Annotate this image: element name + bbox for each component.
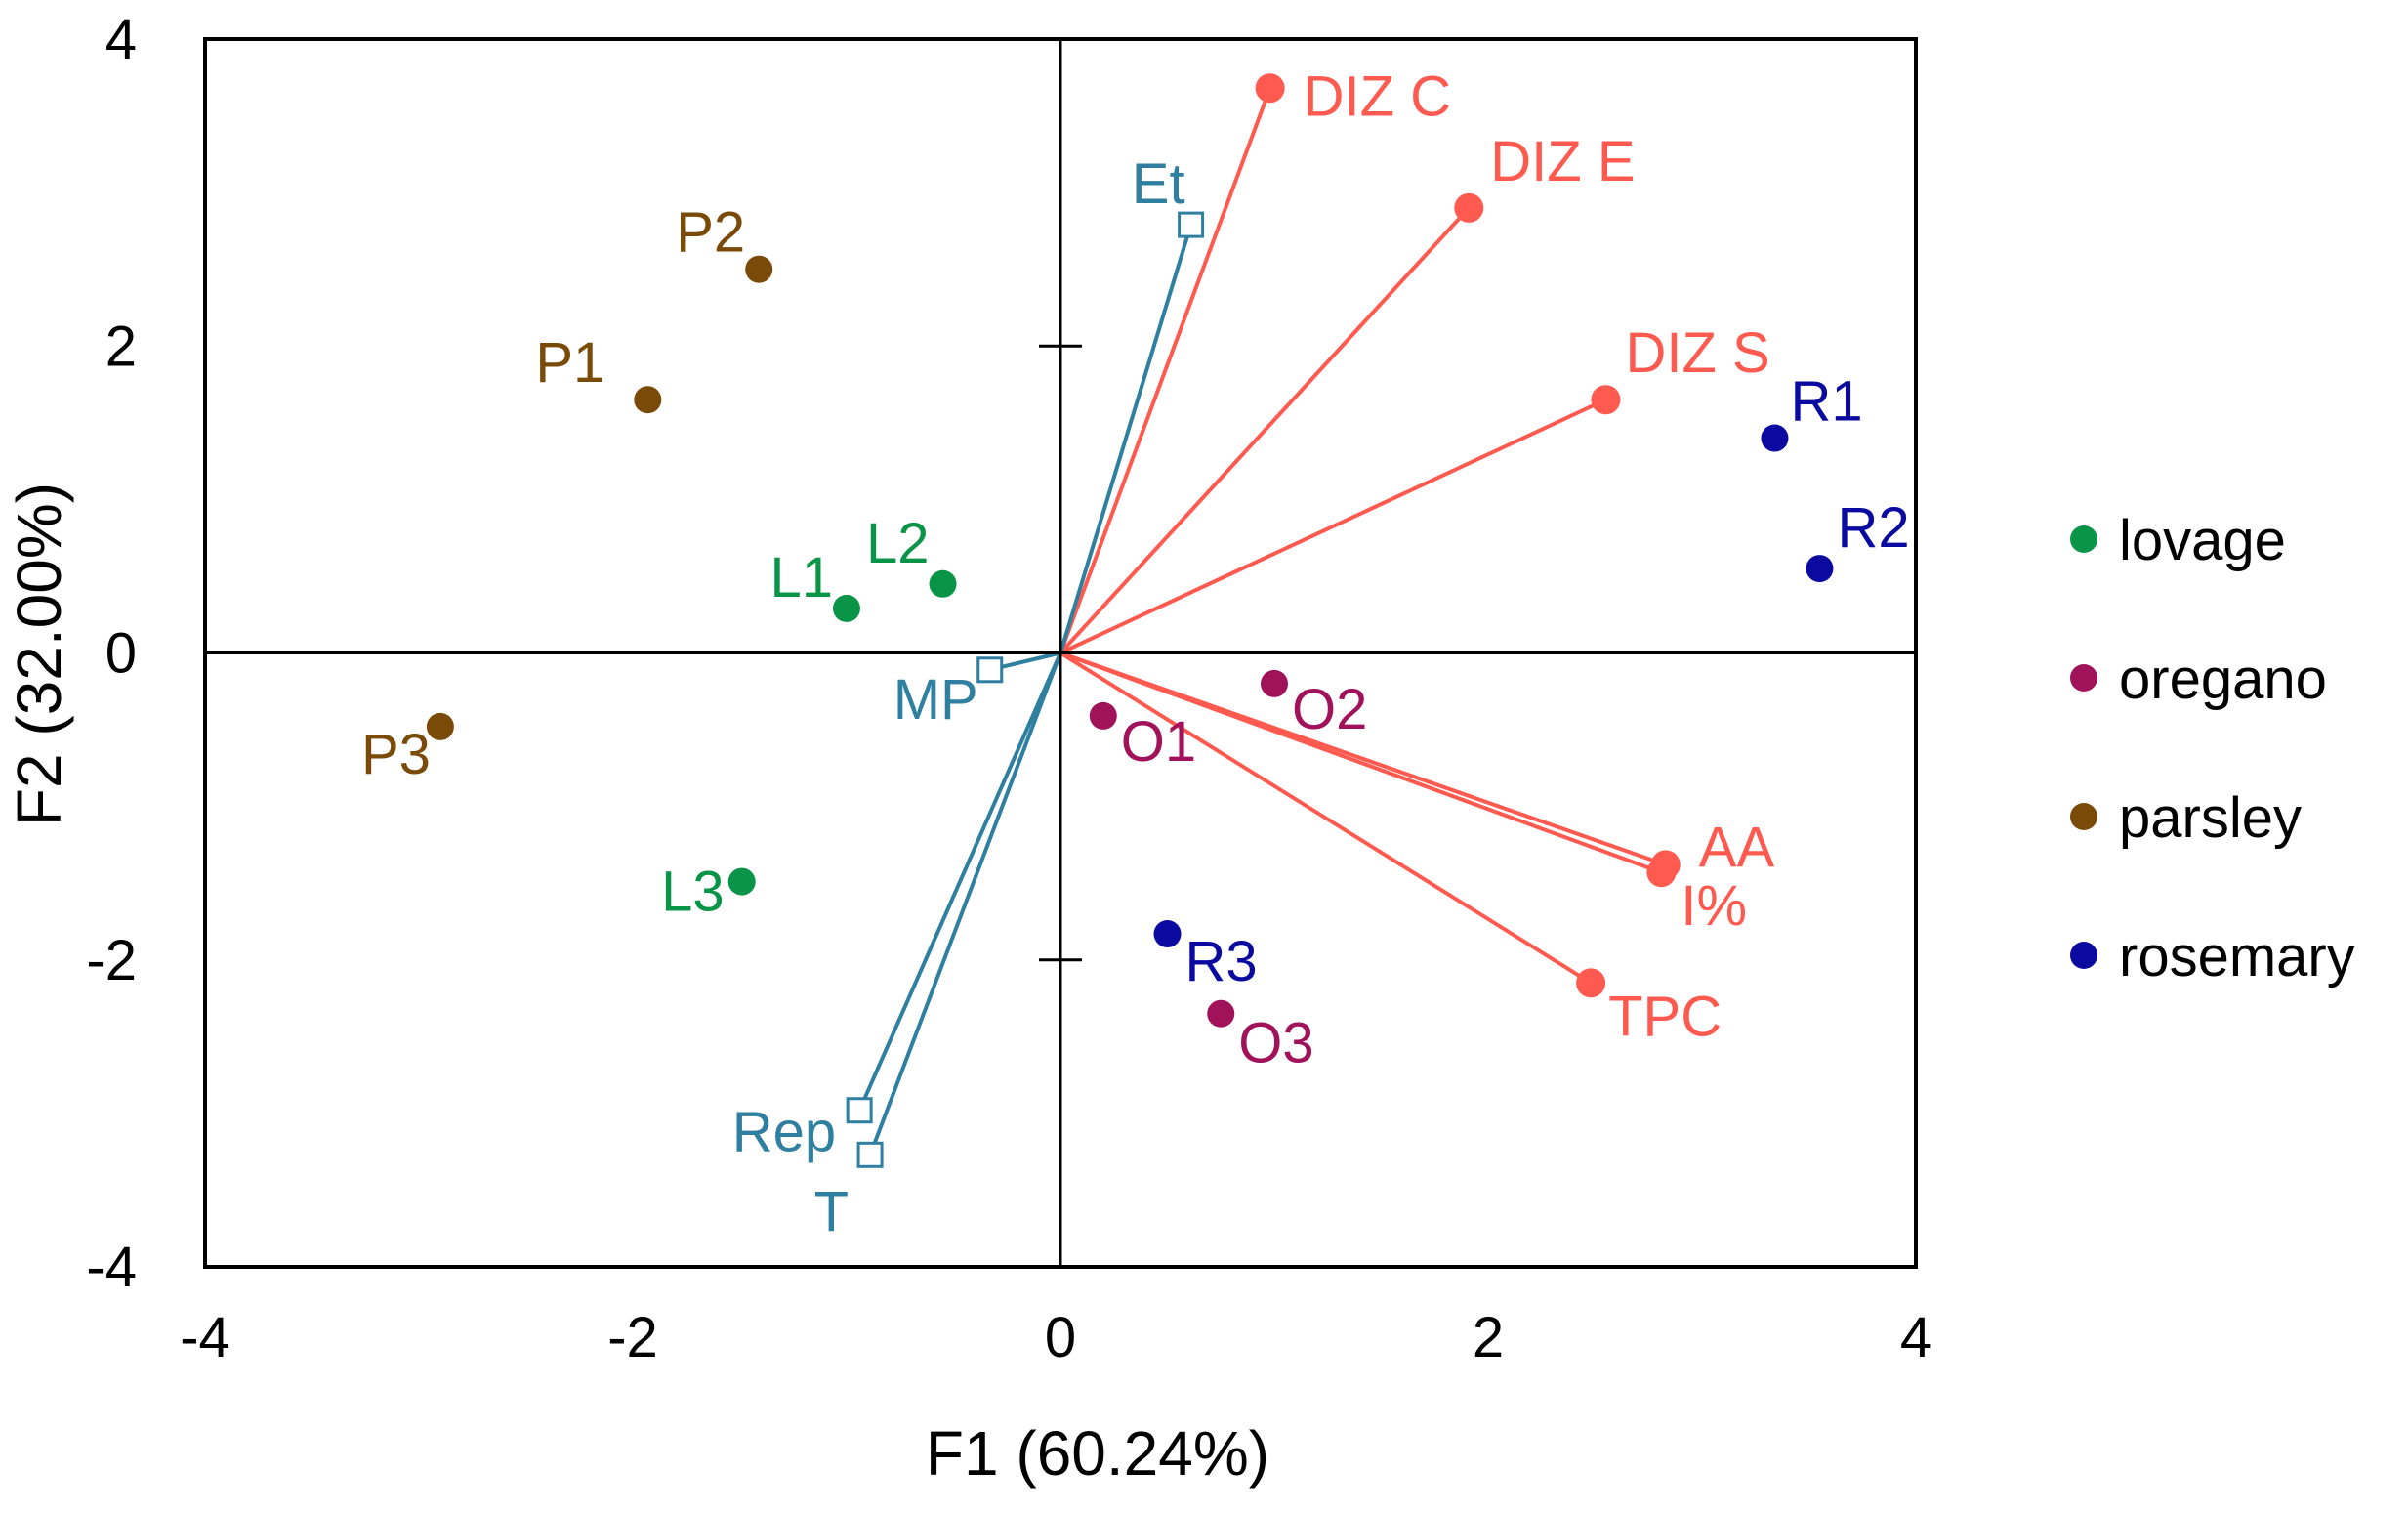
observation-label: R3	[1185, 930, 1258, 993]
observation-label: P2	[676, 201, 745, 265]
observation-point	[1207, 999, 1235, 1028]
observation-point	[833, 594, 860, 622]
observation-label: O1	[1121, 710, 1196, 774]
y-tick-label: -4	[86, 1236, 137, 1299]
observation-label: O2	[1292, 678, 1367, 741]
active-variable-label: I%	[1681, 874, 1747, 938]
x-tick-label: 4	[1900, 1306, 1931, 1369]
plot-border	[203, 37, 1918, 1269]
legend-marker	[2070, 803, 2097, 830]
observation-point	[929, 569, 957, 598]
active-variable-marker	[1646, 858, 1677, 888]
legend-label: rosemary	[2119, 925, 2355, 988]
axis-titles: F1 (60.24%) F2 (32.00%)	[4, 483, 1269, 1489]
supplementary-variable-label: Rep	[732, 1101, 836, 1164]
variable-vectors	[857, 87, 1667, 1156]
supplementary-variable-label: MP	[893, 668, 978, 732]
x-tick-label: -2	[607, 1306, 658, 1369]
x-axis-title: F1 (60.24%)	[926, 1418, 1269, 1489]
supplementary-variable-vector	[857, 651, 1062, 1112]
supplementary-variable-vector	[1059, 224, 1193, 654]
observation-label: L2	[866, 512, 930, 575]
observation-points	[426, 73, 1834, 1168]
observation-label: R1	[1790, 370, 1862, 434]
y-tick-label: 2	[105, 315, 137, 378]
observation-point	[1261, 669, 1288, 697]
x-tick-label: 2	[1473, 1306, 1504, 1369]
active-variable-marker	[1454, 192, 1484, 223]
legend-marker	[2070, 525, 2097, 553]
observation-label: P1	[535, 331, 604, 395]
active-variable-label: DIZ C	[1304, 64, 1451, 128]
observation-point	[727, 867, 756, 896]
supplementary-variable-marker	[1178, 211, 1205, 238]
x-tick-label: 0	[1045, 1306, 1076, 1369]
supplementary-variable-label: T	[814, 1180, 849, 1243]
observation-point	[1089, 701, 1117, 730]
observation-point	[634, 386, 662, 414]
supplementary-variable-marker	[976, 656, 1004, 684]
legend-label: oregano	[2119, 648, 2327, 711]
active-variable-marker	[1576, 968, 1606, 998]
observation-point	[1761, 424, 1789, 452]
supplementary-variable-label: Et	[1132, 152, 1185, 216]
observation-label: L1	[769, 546, 833, 609]
y-tick-label: -2	[86, 929, 137, 992]
legend-label: lovage	[2119, 509, 2286, 572]
active-variable-vector	[1059, 651, 1593, 986]
observation-label: L3	[661, 861, 725, 924]
active-variable-marker	[1591, 385, 1621, 415]
active-variable-vector	[1059, 651, 1663, 875]
supplementary-variable-marker	[856, 1141, 884, 1168]
active-variable-label: TPC	[1608, 985, 1722, 1048]
active-variable-label: DIZ E	[1490, 130, 1635, 193]
legend-label: parsley	[2119, 786, 2302, 850]
y-tick-label: 0	[105, 622, 137, 686]
y-axis-title: F2 (32.00%)	[4, 483, 74, 826]
plot-frame	[203, 37, 1918, 1269]
legend: lovage oregano parsley rosemary	[2070, 509, 2355, 988]
observation-point	[426, 712, 454, 740]
observation-label: O3	[1238, 1012, 1313, 1075]
active-variable-marker	[1255, 73, 1285, 104]
observation-point	[1153, 920, 1182, 948]
active-variable-vector	[1059, 206, 1471, 654]
supplementary-variable-marker	[846, 1097, 873, 1124]
active-variable-label: DIZ S	[1625, 321, 1769, 385]
active-variable-vector	[1059, 87, 1272, 654]
x-tick-label: -4	[180, 1306, 230, 1369]
observation-point	[1806, 555, 1834, 583]
active-variable-vector	[1059, 398, 1607, 655]
legend-marker	[2070, 664, 2097, 692]
legend-marker	[2070, 942, 2097, 969]
supplementary-variable-vector	[868, 651, 1062, 1156]
observation-label: R2	[1837, 496, 1909, 560]
active-variable-label: AA	[1699, 816, 1775, 879]
tick-labels: -4 -2 0 2 4 -4 -2 0 2 4	[86, 8, 1931, 1369]
point-labels: DIZ C DIZ E DIZ S AAI% TPC Et MP Rep T P1 P2 P3 L1 L2…	[361, 64, 1910, 1243]
observation-label: P3	[361, 723, 431, 786]
observation-point	[745, 255, 773, 283]
y-tick-label: 4	[105, 8, 137, 71]
